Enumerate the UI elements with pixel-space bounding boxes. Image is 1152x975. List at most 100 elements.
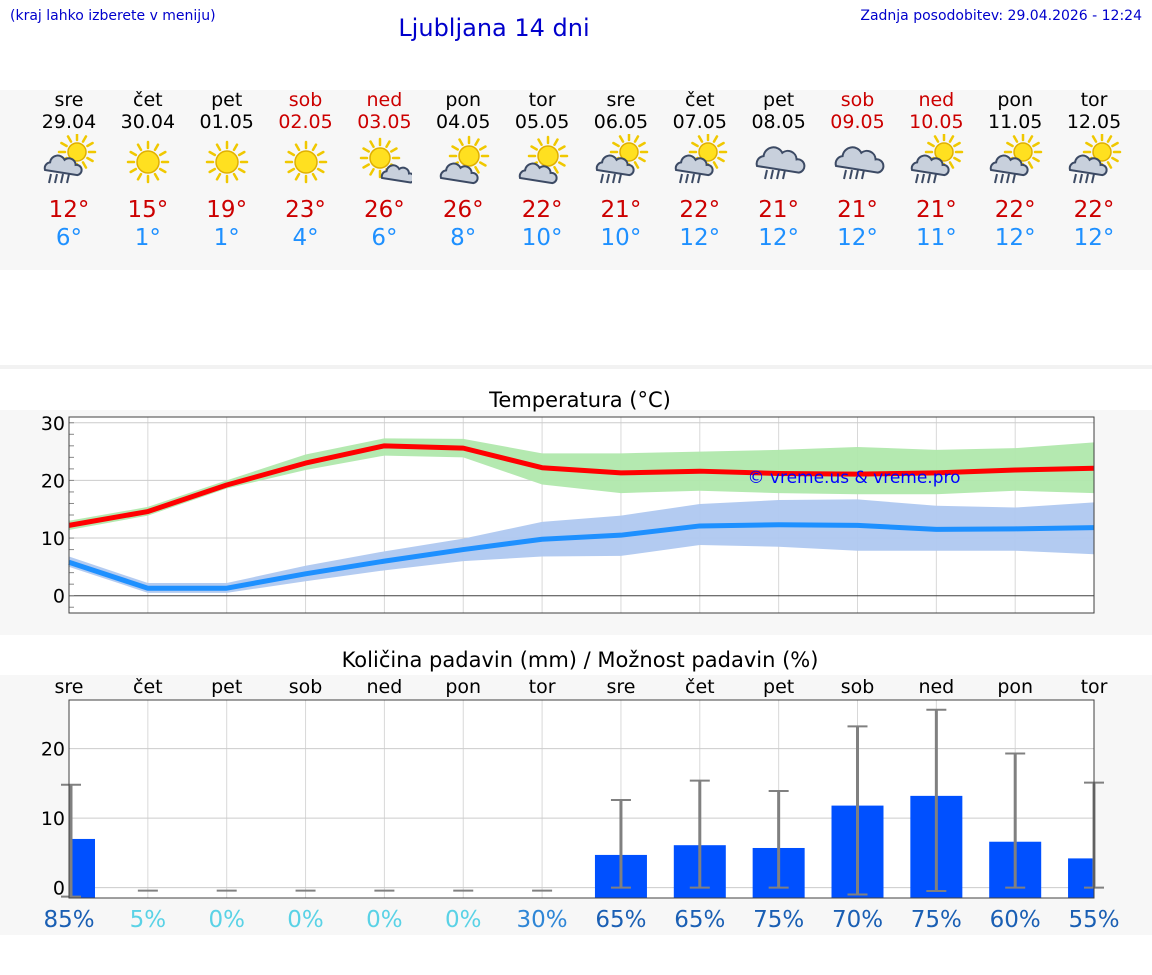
max-temp: 21°	[837, 197, 878, 223]
x-category-label: pet	[763, 676, 794, 698]
cloud-shape	[674, 154, 714, 177]
day-date: 08.05	[751, 111, 806, 133]
day-date: 07.05	[672, 111, 727, 133]
day-name: tor	[1080, 89, 1108, 111]
rain-drop	[678, 173, 683, 184]
max-temp: 22°	[1073, 197, 1115, 223]
cloud-shape	[518, 162, 558, 185]
forecast-strip	[0, 90, 1152, 270]
sun-ray	[553, 138, 559, 146]
sun-ray	[934, 135, 940, 143]
day-name: ned	[918, 89, 955, 111]
day-name: ned	[366, 89, 403, 111]
sun-ray	[1012, 135, 1019, 143]
cloud-shape	[755, 146, 805, 174]
y-tick-label: 0	[53, 878, 65, 900]
sun-ray	[927, 141, 936, 148]
sun-ray	[86, 141, 94, 148]
sun-ray	[237, 150, 246, 157]
sun-ray	[1027, 161, 1034, 169]
max-temp: 21°	[915, 197, 957, 223]
y-tick-label: 30	[41, 413, 65, 435]
divider	[0, 365, 1152, 369]
rain-drop	[994, 173, 999, 184]
rain-drop	[763, 169, 768, 180]
min-temp: 12°	[679, 225, 721, 251]
sun-disc	[619, 142, 639, 162]
rain-drop	[927, 173, 932, 184]
precip-probability: 65%	[595, 907, 646, 933]
sun-small-cloud-icon	[360, 137, 413, 184]
min-temp: 4°	[292, 225, 319, 251]
rain-drop	[1012, 173, 1017, 184]
day-name: pon	[445, 89, 482, 111]
sun-disc	[136, 150, 160, 174]
precip-probability: 0%	[287, 907, 324, 933]
sun-ray	[1111, 156, 1119, 163]
precip-probability: 30%	[517, 907, 568, 933]
y-tick-label: 10	[41, 528, 65, 550]
cloud-shape	[834, 146, 884, 174]
sun-ray	[369, 140, 376, 148]
min-temp: 12°	[1073, 225, 1115, 251]
sun-ray	[153, 172, 160, 181]
sun-ray	[712, 161, 719, 169]
sun-ray	[1032, 141, 1041, 148]
min-temp: 1°	[134, 225, 161, 251]
rain-drop	[66, 173, 70, 184]
rain-drop	[1073, 173, 1078, 184]
sun-ray	[86, 156, 94, 163]
sun-ray	[362, 147, 371, 153]
sun-ray	[949, 161, 955, 169]
rain-drop	[915, 173, 920, 184]
sun-ray	[558, 161, 566, 167]
sun-ray	[66, 135, 73, 143]
sun-disc	[369, 147, 392, 169]
x-category-label: tor	[1081, 676, 1108, 698]
x-category-label: ned	[918, 676, 954, 698]
sun-icon	[284, 140, 327, 184]
min-temp: 12°	[837, 225, 878, 251]
x-category-label: čet	[133, 676, 163, 698]
sun-ray	[530, 145, 539, 151]
sun-cloud-rain-icon	[43, 134, 97, 184]
rain-drop	[690, 173, 695, 184]
cloud-rain-icon	[755, 146, 805, 180]
sun-ray	[1032, 156, 1041, 163]
sun-ray	[1106, 135, 1113, 143]
sun-ray	[716, 141, 725, 148]
sun-ray	[232, 172, 238, 181]
x-category-label: sre	[55, 676, 84, 698]
rain-drop	[1079, 173, 1084, 184]
sun-ray	[136, 172, 143, 181]
x-category-label: ned	[367, 676, 403, 698]
min-temp: 8°	[450, 225, 477, 251]
sun-ray	[474, 138, 480, 146]
day-name: pon	[997, 89, 1034, 111]
sun-ray	[385, 140, 392, 148]
min-temp: 6°	[371, 225, 398, 251]
min-temp: 10°	[521, 225, 563, 251]
x-category-label: pon	[997, 676, 1033, 698]
sun-ray	[553, 166, 559, 174]
max-temp: 21°	[600, 197, 642, 223]
location-hint-link[interactable]: (kraj lahko izberete v meniju)	[10, 8, 216, 24]
max-temp: 22°	[679, 197, 721, 223]
x-category-label: sre	[606, 676, 635, 698]
day-date: 09.05	[830, 111, 885, 133]
sun-ray	[633, 135, 640, 143]
rain-drop	[775, 169, 780, 180]
cloud-shape	[989, 154, 1029, 177]
precip-probability: 5%	[130, 907, 167, 933]
x-category-label: pet	[211, 676, 242, 698]
precip-probability: 0%	[366, 907, 403, 933]
sun-ray	[369, 168, 376, 176]
max-temp: 15°	[127, 197, 169, 223]
day-name: čet	[133, 89, 163, 111]
sun-ray	[294, 143, 300, 152]
sun-ray	[690, 141, 699, 148]
rain-drop	[933, 173, 938, 184]
rain-drop	[599, 173, 604, 184]
sun-ray	[158, 150, 167, 157]
rain-drop	[60, 173, 64, 184]
